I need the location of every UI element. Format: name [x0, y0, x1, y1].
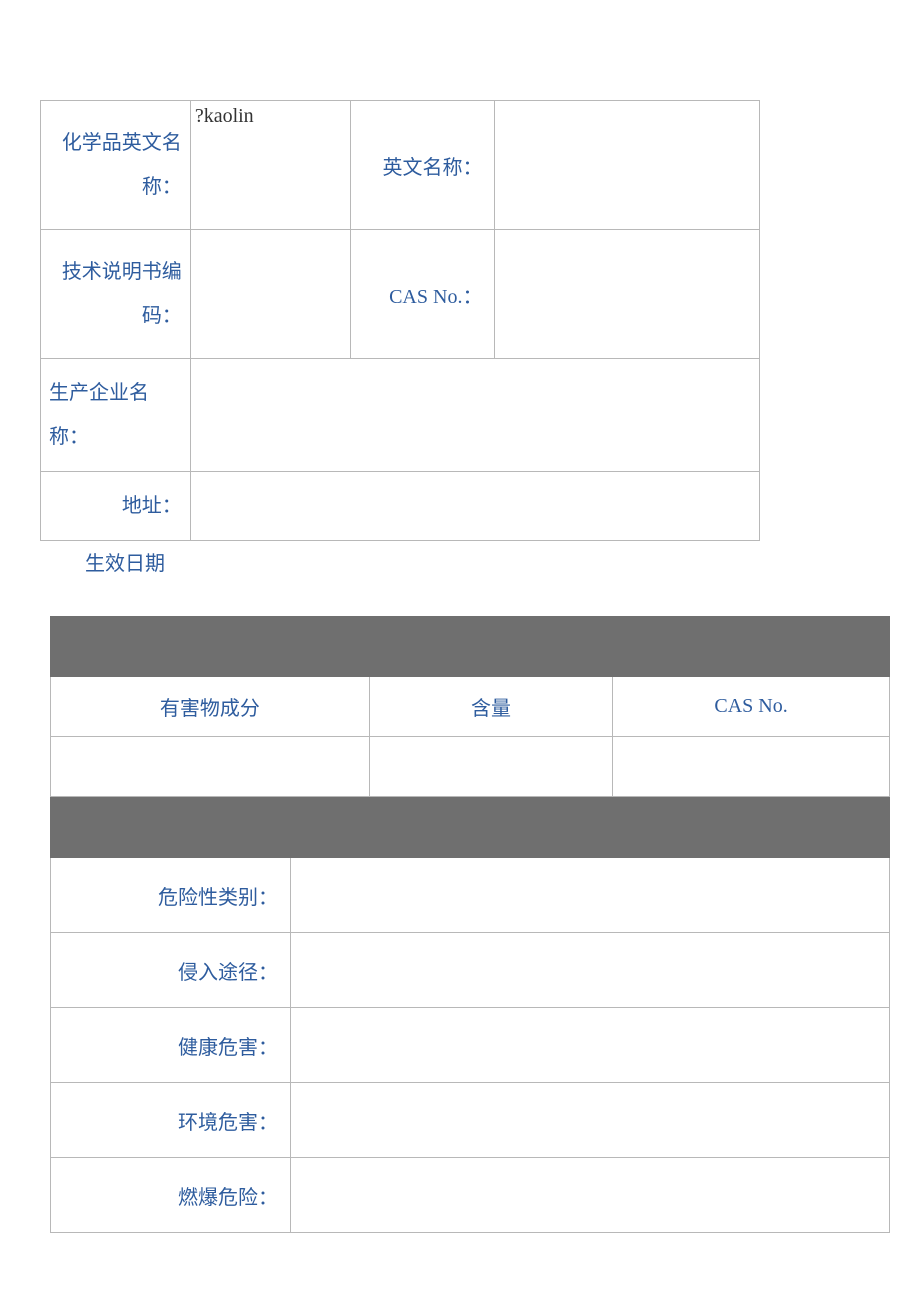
english-name-label-2: 英文名称： — [350, 101, 495, 230]
table-row: 环境危害： — [51, 1083, 890, 1158]
section-band — [51, 798, 890, 858]
environmental-hazard-label: 环境危害： — [51, 1083, 291, 1158]
health-hazard-label: 健康危害： — [51, 1008, 291, 1083]
explosion-hazard-label: 燃爆危险： — [51, 1158, 291, 1233]
cell — [51, 737, 370, 797]
entry-route-value — [291, 933, 890, 1008]
cell — [369, 737, 612, 797]
table-row: 危险性类别： — [51, 858, 890, 933]
cas-no-label: CAS No.： — [350, 230, 495, 359]
manual-code-label: 技术说明书编码： — [41, 230, 191, 359]
table-header: 有害物成分 含量 CAS No. — [51, 677, 890, 737]
cas-no-value — [495, 230, 760, 359]
english-name-value: ?kaolin — [190, 101, 350, 230]
manufacturer-value — [190, 359, 759, 472]
health-hazard-value — [291, 1008, 890, 1083]
hazard-category-label: 危险性类别： — [51, 858, 291, 933]
explosion-hazard-value — [291, 1158, 890, 1233]
table-row: 健康危害： — [51, 1008, 890, 1083]
address-value — [190, 472, 759, 541]
table-row: 燃爆危险： — [51, 1158, 890, 1233]
entry-route-label: 侵入途径： — [51, 933, 291, 1008]
hazardous-components-table: 有害物成分 含量 CAS No. — [50, 616, 890, 797]
english-name-label: 化学品英文名称： — [41, 101, 191, 230]
content-header: 含量 — [369, 677, 612, 737]
manufacturer-label: 生产企业名称： — [41, 359, 191, 472]
section-band — [51, 617, 890, 677]
table-row: 化学品英文名称： ?kaolin 英文名称： — [41, 101, 760, 230]
table-row: 地址： — [41, 472, 760, 541]
table-row — [51, 737, 890, 797]
hazardous-components-section: 有害物成分 含量 CAS No. 危险性类别： — [50, 616, 890, 1233]
hazardous-component-header: 有害物成分 — [51, 677, 370, 737]
effective-date-label: 生效日期 — [85, 547, 880, 576]
table-row: 技术说明书编码： CAS No.： — [41, 230, 760, 359]
chemical-identity-table: 化学品英文名称： ?kaolin 英文名称： 技术说明书编码： CAS No.：… — [40, 100, 760, 541]
hazard-overview-table: 危险性类别： 侵入途径： 健康危害： 环境危害： 燃爆危险： — [50, 797, 890, 1233]
manual-code-value — [190, 230, 350, 359]
table-row: 生产企业名称： — [41, 359, 760, 472]
cell — [613, 737, 890, 797]
hazard-category-value — [291, 858, 890, 933]
address-label: 地址： — [41, 472, 191, 541]
table-row: 侵入途径： — [51, 933, 890, 1008]
document-container: 化学品英文名称： ?kaolin 英文名称： 技术说明书编码： CAS No.：… — [0, 0, 920, 1273]
english-name-value-2 — [495, 101, 760, 230]
environmental-hazard-value — [291, 1083, 890, 1158]
cas-no-header: CAS No. — [613, 677, 890, 737]
